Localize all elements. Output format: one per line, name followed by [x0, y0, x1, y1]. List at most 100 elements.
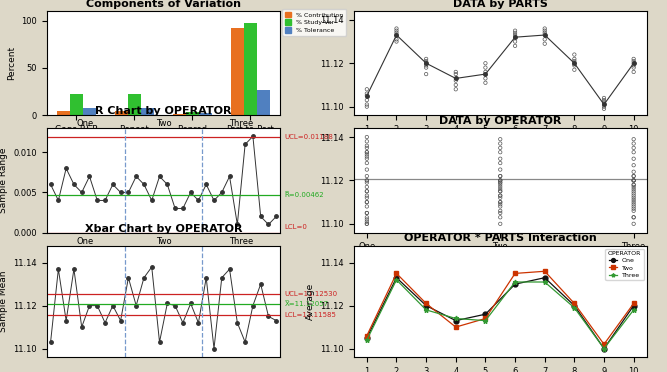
- Point: [495, 180, 506, 186]
- Point: [362, 156, 372, 162]
- Text: R̅=0.00462: R̅=0.00462: [285, 192, 324, 199]
- Point: [495, 214, 506, 220]
- Point: [540, 26, 550, 32]
- Point: [628, 182, 639, 188]
- X-axis label: OPERATOR: OPERATOR: [476, 257, 524, 266]
- Point: [450, 71, 461, 77]
- Point: [569, 58, 580, 64]
- Bar: [173, 114, 186, 115]
- Two: [392, 271, 400, 276]
- Two: [541, 269, 549, 273]
- Point: [421, 71, 432, 77]
- Point: [362, 102, 372, 108]
- Point: [495, 180, 506, 186]
- Point: [450, 78, 461, 84]
- Two: [482, 316, 490, 321]
- Legend: % Contribution, % Study Var, % Tolerance: % Contribution, % Study Var, % Tolerance: [282, 9, 346, 36]
- One: [541, 276, 549, 280]
- Point: [421, 65, 432, 71]
- Two: [570, 301, 578, 306]
- Point: [628, 62, 639, 68]
- Point: [391, 32, 402, 38]
- Point: [362, 167, 372, 173]
- Three: [482, 318, 490, 323]
- Point: [362, 210, 372, 216]
- Point: [628, 193, 639, 199]
- Point: [569, 67, 580, 73]
- Three: [422, 308, 430, 312]
- Point: [362, 160, 372, 166]
- Bar: [70, 93, 83, 115]
- Point: [599, 106, 610, 112]
- Point: [391, 36, 402, 42]
- Point: [628, 173, 639, 179]
- Point: [362, 104, 372, 110]
- Point: [480, 65, 491, 71]
- Title: DATA by PARTS: DATA by PARTS: [453, 0, 548, 9]
- Two: [600, 342, 608, 346]
- Point: [362, 219, 372, 225]
- Point: [362, 210, 372, 216]
- Bar: [244, 23, 257, 115]
- Point: [391, 26, 402, 32]
- Point: [362, 134, 372, 140]
- Point: [495, 188, 506, 194]
- Point: [362, 188, 372, 194]
- Title: Components of Variation: Components of Variation: [86, 0, 241, 9]
- Point: [628, 203, 639, 209]
- Point: [495, 210, 506, 216]
- Point: [362, 86, 372, 92]
- Point: [599, 102, 610, 108]
- Point: [510, 43, 520, 49]
- Line: Three: Three: [364, 278, 636, 351]
- Point: [450, 82, 461, 88]
- One: [422, 304, 430, 308]
- Text: One: One: [77, 119, 94, 128]
- Three: [541, 280, 549, 284]
- Point: [362, 214, 372, 220]
- Point: [569, 62, 580, 68]
- Text: LCL=0: LCL=0: [285, 224, 307, 230]
- Point: [495, 167, 506, 173]
- Point: [510, 28, 520, 34]
- Point: [362, 177, 372, 183]
- Point: [391, 28, 402, 34]
- Y-axis label: Percent: Percent: [7, 46, 15, 80]
- Point: [628, 149, 639, 155]
- Point: [510, 32, 520, 38]
- Point: [495, 160, 506, 166]
- Point: [362, 199, 372, 205]
- Point: [628, 188, 639, 194]
- Text: LCL=11.11585: LCL=11.11585: [285, 311, 337, 318]
- Point: [628, 60, 639, 66]
- Point: [362, 143, 372, 149]
- Point: [628, 162, 639, 168]
- Point: [495, 199, 506, 205]
- Point: [599, 95, 610, 101]
- One: [482, 312, 490, 317]
- Point: [628, 58, 639, 64]
- Point: [450, 69, 461, 75]
- Point: [495, 221, 506, 227]
- Point: [628, 195, 639, 201]
- Point: [495, 177, 506, 183]
- Text: Three: Three: [229, 119, 253, 128]
- Point: [599, 99, 610, 105]
- Three: [570, 305, 578, 310]
- Point: [628, 173, 639, 179]
- Text: One: One: [77, 237, 94, 246]
- One: [511, 282, 519, 286]
- Point: [628, 177, 639, 183]
- Point: [480, 71, 491, 77]
- Point: [628, 156, 639, 162]
- Point: [495, 201, 506, 207]
- Three: [452, 316, 460, 321]
- Text: Two: Two: [155, 119, 171, 128]
- Title: R Chart by OPERATOR: R Chart by OPERATOR: [95, 106, 231, 116]
- Line: One: One: [364, 275, 636, 351]
- Point: [495, 182, 506, 188]
- Title: DATA by OPERATOR: DATA by OPERATOR: [439, 116, 562, 126]
- One: [570, 304, 578, 308]
- Point: [628, 199, 639, 205]
- Point: [362, 149, 372, 155]
